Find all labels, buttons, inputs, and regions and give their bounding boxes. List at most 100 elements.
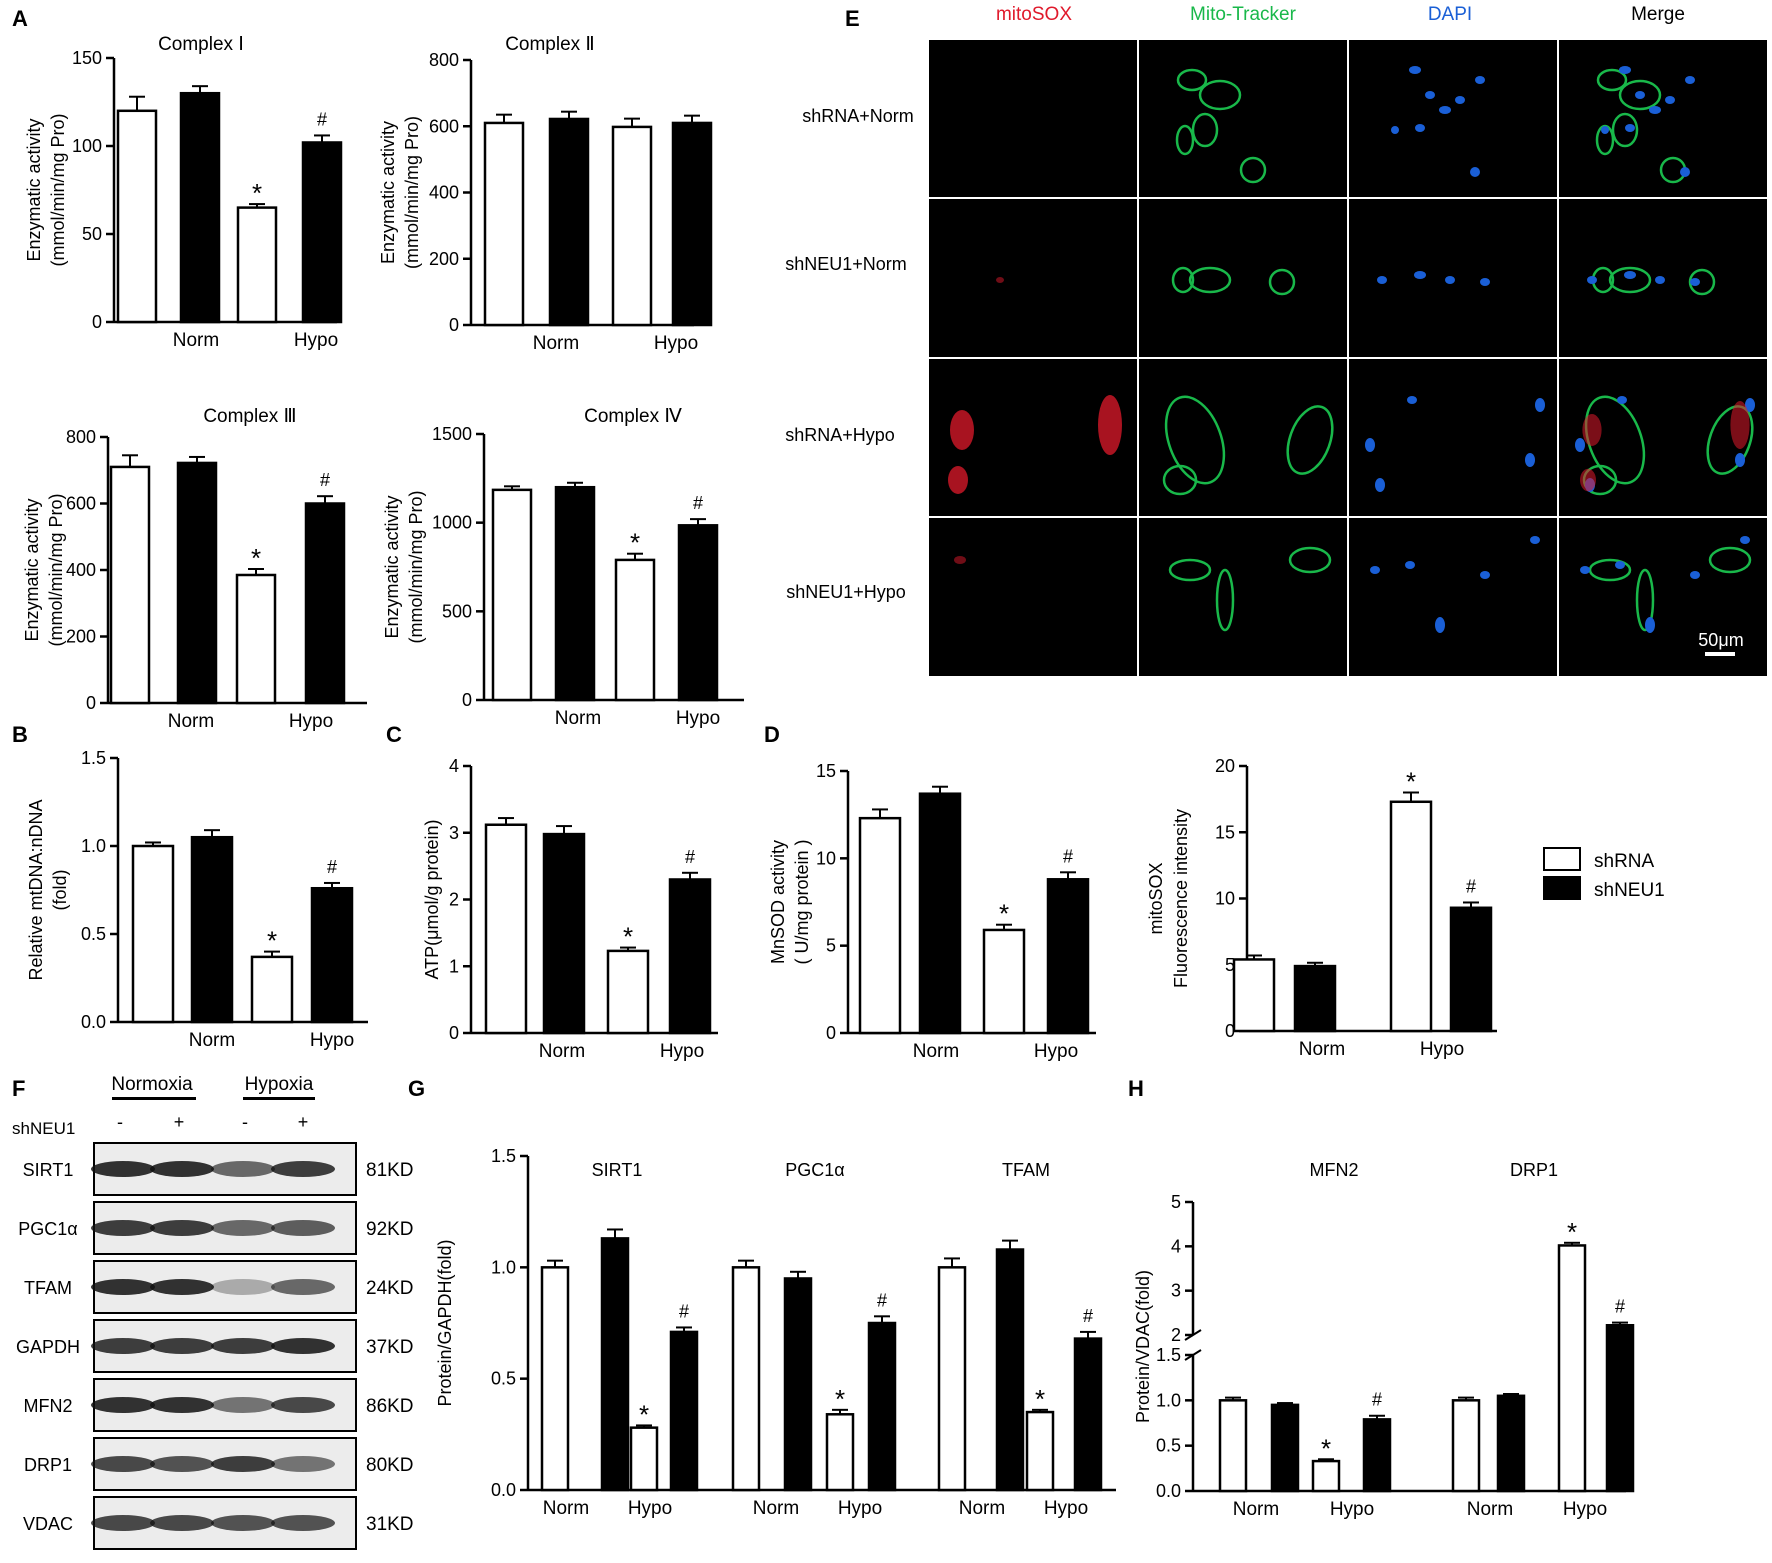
- wb-lane-sign: -: [242, 1112, 248, 1132]
- mitosox-signal-faint: [954, 556, 966, 564]
- mitosox-signal-faint: [996, 277, 1004, 283]
- significance-star: *: [835, 1384, 845, 1414]
- x-category-label: Hypo: [628, 1498, 672, 1519]
- merge-nucleus: [1575, 438, 1585, 452]
- x-category-label: Norm: [913, 1041, 959, 1062]
- wb-lane-signs: - + - +: [117, 1112, 308, 1132]
- significance-star: *: [251, 543, 261, 573]
- significance-hash: #: [1615, 1297, 1625, 1317]
- merge-nucleus: [1587, 276, 1597, 284]
- x-category-label: Hypo: [838, 1498, 882, 1519]
- wb-normoxia-underline: [112, 1097, 196, 1100]
- group-label: SIRT1: [592, 1160, 643, 1180]
- bar-shneu1: [671, 121, 713, 327]
- micro-header-mitotracker: Mito-Tracker: [1190, 4, 1297, 25]
- y-tick-label: 1.0: [81, 836, 106, 856]
- y-tick-label: 0.5: [81, 924, 106, 944]
- micro-row-label-2: shNEU1+Norm: [785, 254, 907, 274]
- x-category-label: Hypo: [676, 708, 720, 729]
- merge-nucleus: [1665, 96, 1675, 104]
- mitotracker-cell: [1171, 266, 1195, 294]
- bar-shneu1: [176, 461, 218, 705]
- wb-band: [211, 1161, 275, 1177]
- mitotracker-cell: [1198, 79, 1242, 111]
- significance-star: *: [999, 899, 1009, 929]
- bar-shneu1: [918, 792, 962, 1035]
- bar-shrna: [629, 1426, 659, 1492]
- x-category-label: Hypo: [289, 711, 333, 732]
- y-tick-label: 2: [1171, 1325, 1181, 1345]
- wb-protein-label: VDAC: [23, 1514, 73, 1534]
- wb-band: [150, 1279, 214, 1295]
- panel-letter-d: D: [764, 722, 780, 747]
- scale-bar-label: 50μm: [1698, 630, 1743, 650]
- mitosox-signal: [948, 466, 968, 494]
- x-category-label: Norm: [753, 1498, 799, 1519]
- dapi-nucleus: [1530, 536, 1540, 544]
- y-tick-label: 1.5: [1156, 1345, 1181, 1365]
- y-tick-label: 5: [1225, 955, 1235, 975]
- x-category-label: Hypo: [1420, 1039, 1464, 1060]
- y-tick-label: 100: [72, 136, 102, 156]
- bar-shrna: [825, 1413, 855, 1492]
- y-axis-label: Enzymatic activity: [382, 495, 402, 638]
- wb-band: [150, 1515, 214, 1531]
- significance-hash: #: [877, 1290, 887, 1310]
- merge-cell: [1596, 68, 1628, 92]
- wb-band: [91, 1515, 155, 1531]
- merge-nucleus: [1655, 276, 1665, 284]
- x-category-label: Norm: [1467, 1499, 1513, 1520]
- y-axis-label: Fluorescence intensity: [1171, 809, 1191, 988]
- x-category-label: Hypo: [1034, 1041, 1078, 1062]
- y-tick-label: 0: [462, 690, 472, 710]
- merge-nucleus: [1601, 126, 1609, 134]
- x-category-label: Norm: [959, 1498, 1005, 1519]
- bar-shneu1: [668, 878, 712, 1035]
- dapi-nucleus: [1535, 398, 1545, 412]
- chart-complex-2: Complex Ⅱ 0 200 400 600 800 Enzymatic activity…: [378, 34, 713, 354]
- y-axis-label: (mmol/min/mg Pro): [402, 116, 422, 269]
- bar-shrna: [236, 206, 278, 324]
- y-axis-label: ( U/mg protein ): [792, 839, 812, 964]
- wb-treatment-label: shNEU1: [12, 1119, 75, 1138]
- merge-nucleus: [1735, 453, 1745, 467]
- y-axis-label: (fold): [50, 869, 70, 910]
- merge-nucleus: [1645, 617, 1655, 633]
- chart-complex-3: Complex Ⅲ 0 200 400 600 800 Enzymatic activity…: [22, 406, 367, 732]
- wb-size-label: 92KD: [366, 1219, 414, 1240]
- wb-band: [211, 1338, 275, 1354]
- bar-shrna: [611, 125, 653, 327]
- micro-row-labels: shRNA+Norm shNEU1+Norm shRNA+Hypo shNEU1…: [785, 106, 914, 602]
- wb-band: [91, 1456, 155, 1472]
- significance-star: *: [1035, 1384, 1045, 1414]
- wb-band: [271, 1279, 335, 1295]
- y-tick-label: 500: [442, 601, 472, 621]
- micro-tile: [929, 518, 1137, 676]
- wb-lane-sign: +: [298, 1112, 309, 1132]
- x-category-label: Norm: [543, 1498, 589, 1519]
- y-tick-label: 5: [1171, 1192, 1181, 1212]
- bar-shneu1: [1073, 1337, 1103, 1492]
- significance-star: *: [1406, 767, 1416, 797]
- y-tick-label: 0.5: [1156, 1436, 1181, 1456]
- scale-bar: 50μm: [1698, 630, 1744, 656]
- micro-tile: [1559, 518, 1767, 676]
- panel-letters: A B C D E F G H: [12, 6, 1144, 1101]
- y-tick-label: 200: [66, 627, 96, 647]
- y-tick-label: 1.5: [491, 1146, 516, 1166]
- micro-tile: [1349, 40, 1557, 197]
- bar-shneu1: [669, 1330, 699, 1492]
- y-tick-label: 20: [1215, 756, 1235, 776]
- micro-tile: [929, 40, 1137, 197]
- dapi-nucleus: [1391, 126, 1399, 134]
- bar-shneu1: [301, 141, 343, 324]
- y-tick-label: 4: [1171, 1236, 1181, 1256]
- y-tick-label: 2: [449, 890, 459, 910]
- x-category-label: Norm: [555, 708, 601, 729]
- mitotracker-cell: [1215, 568, 1235, 632]
- wb-protein-label: GAPDH: [16, 1337, 80, 1357]
- dapi-nucleus: [1439, 106, 1451, 114]
- y-tick-label: 3: [449, 823, 459, 843]
- micro-tile: [1139, 359, 1347, 516]
- dapi-nucleus: [1415, 124, 1425, 132]
